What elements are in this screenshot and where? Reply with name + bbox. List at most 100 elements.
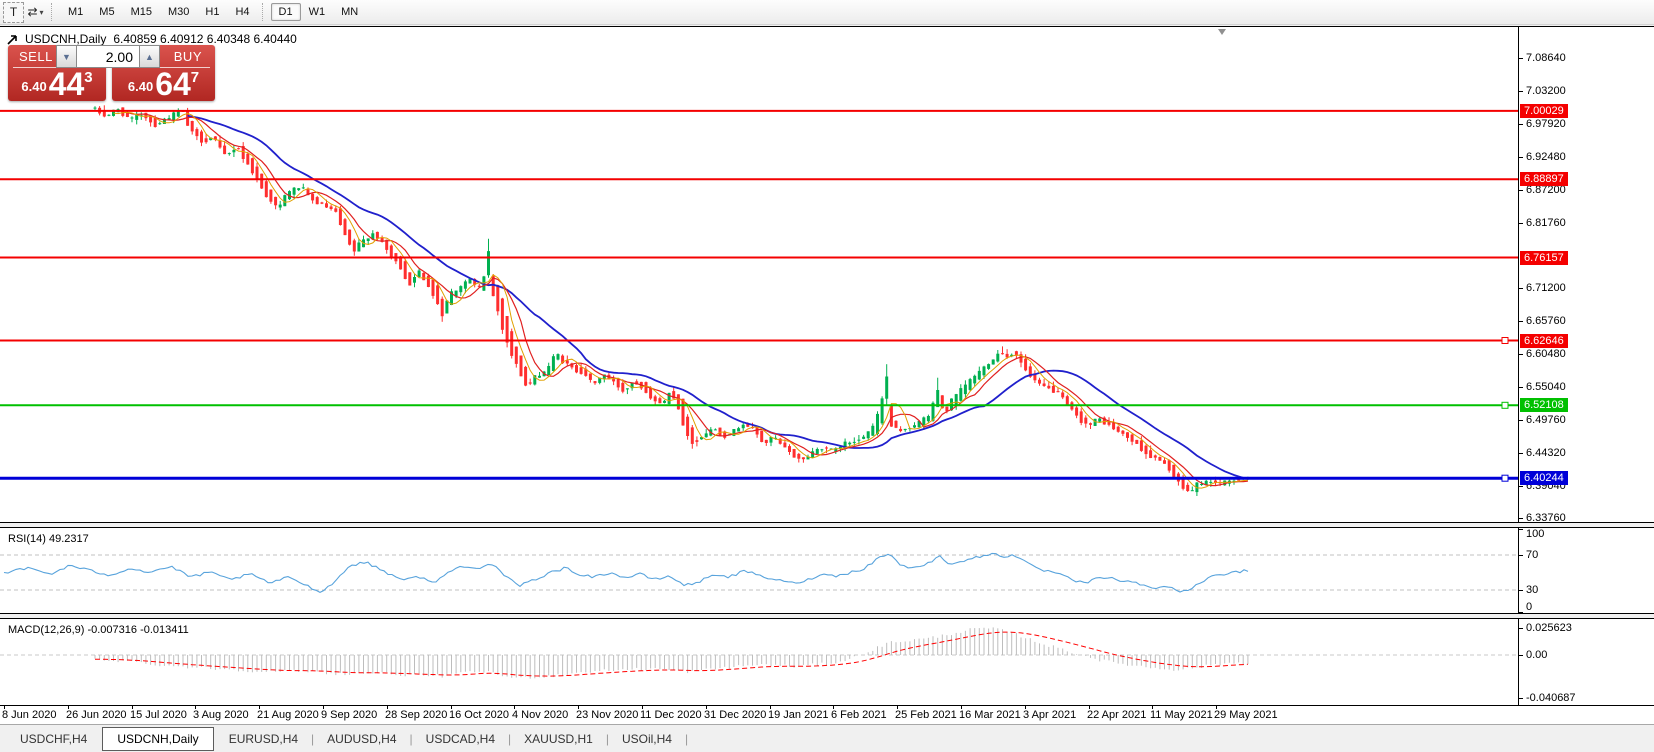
date-label: 8 Jun 2020 — [2, 709, 57, 721]
axis-tick-mark — [1519, 190, 1523, 191]
macd-axis-label: -0.040687 — [1526, 692, 1576, 704]
buy-price-sup: 7 — [190, 69, 200, 86]
volume-input[interactable]: 2.00 — [77, 45, 139, 68]
timeframe-button-h1[interactable]: H1 — [205, 6, 220, 18]
timeframe-button-m15[interactable]: M15 — [130, 6, 152, 18]
axis-tick-mark — [1519, 223, 1523, 224]
date-tick-mark — [961, 706, 962, 709]
price-level-badge: 6.40244 — [1520, 471, 1568, 485]
macd-axis[interactable]: 0.025623 0.00 -0.040687 — [1518, 619, 1654, 705]
chart-shift-marker-icon[interactable] — [1218, 29, 1226, 35]
date-label: 22 Apr 2021 — [1087, 709, 1147, 721]
tab-usoil-h4[interactable]: USOil,H4 — [621, 731, 672, 746]
date-label: 6 Feb 2021 — [831, 709, 887, 721]
one-click-trading-panel: SELL 6.40 44 3 BUY 6.40 64 7 ▼ 2.00 ▲ — [8, 45, 215, 102]
toolbar-separator — [261, 3, 267, 21]
sell-price: 6.40 44 3 — [8, 68, 106, 100]
price-axis-label: 7.03200 — [1526, 85, 1566, 97]
macd-axis-label: 0.00 — [1526, 649, 1548, 661]
axis-tick-mark — [1519, 58, 1523, 59]
tab-audusd-h4[interactable]: AUDUSD,H4 — [327, 731, 397, 746]
price-axis-label: 6.60480 — [1526, 348, 1566, 360]
axis-tick-mark — [1519, 655, 1523, 656]
buy-button[interactable]: BUY — [173, 49, 202, 64]
tab-usdcad-h4[interactable]: USDCAD,H4 — [425, 731, 496, 746]
date-label: 25 Feb 2021 — [895, 709, 957, 721]
date-tick-mark — [195, 706, 196, 709]
date-axis[interactable]: 8 Jun 2020 26 Jun 2020 15 Jul 2020 3 Aug 20… — [0, 706, 1654, 724]
tab-eurusd-h4[interactable]: EURUSD,H4 — [228, 731, 299, 746]
rsi-chart[interactable] — [0, 528, 1518, 613]
tools-dropdown-button[interactable]: ⇄ ▾ — [26, 3, 45, 22]
date-tick-mark — [4, 706, 5, 709]
date-label: 3 Apr 2021 — [1023, 709, 1077, 721]
axis-tick-mark — [1519, 555, 1523, 556]
timeframe-button-w1[interactable]: W1 — [308, 6, 326, 18]
date-label: 4 Nov 2020 — [512, 709, 569, 721]
macd-panel: MACD(12,26,9) -0.007316 -0.013411 0.0256… — [0, 618, 1654, 706]
date-label: 28 Sep 2020 — [385, 709, 448, 721]
tab-xauusd-h1[interactable]: XAUUSD,H1 — [524, 731, 593, 746]
sell-price-prefix: 6.40 — [21, 79, 47, 94]
tab-usdcnh-daily[interactable]: USDCNH,Daily — [102, 726, 214, 751]
price-level-badge: 6.52108 — [1520, 398, 1568, 412]
rsi-axis-label: 100 — [1526, 528, 1545, 540]
price-axis-label: 7.08640 — [1526, 52, 1566, 64]
date-label: 16 Mar 2021 — [959, 709, 1021, 721]
date-tick-mark — [68, 706, 69, 709]
price-axis-label: 6.44320 — [1526, 447, 1566, 459]
timeframe-button-h4[interactable]: H4 — [235, 6, 250, 18]
sell-button[interactable]: SELL — [19, 49, 53, 64]
symbol-icon — [7, 34, 17, 45]
tab-separator: | — [409, 731, 413, 746]
date-label: 9 Sep 2020 — [321, 709, 378, 721]
chart-title-ohlc: 6.40859 6.40912 6.40348 6.40440 — [113, 32, 297, 46]
axis-tick-mark — [1519, 354, 1523, 355]
date-tick-mark — [642, 706, 643, 709]
date-label: 16 Oct 2020 — [449, 709, 509, 721]
date-tick-mark — [259, 706, 260, 709]
macd-axis-label: 0.025623 — [1526, 622, 1572, 634]
axis-tick-mark — [1519, 420, 1523, 421]
chart-title-symbol: USDCNH,Daily — [25, 32, 107, 46]
axis-tick-mark — [1519, 387, 1523, 388]
axis-tick-mark — [1519, 529, 1523, 530]
rsi-axis-label: 0 — [1526, 601, 1533, 613]
axis-tick-mark — [1519, 486, 1523, 487]
tab-separator: | — [684, 731, 689, 746]
date-tick-mark — [132, 706, 133, 709]
candlestick-chart[interactable] — [0, 27, 1518, 522]
volume-decrease-button[interactable]: ▼ — [56, 45, 77, 68]
rsi-axis[interactable]: 100 70 30 0 — [1518, 528, 1654, 613]
price-axis-label: 6.49760 — [1526, 414, 1566, 426]
axis-tick-mark — [1519, 91, 1523, 92]
date-tick-mark — [451, 706, 452, 709]
price-axis[interactable]: 7.08640 7.03200 6.97920 6.92480 6.87200 6.817… — [1518, 27, 1654, 524]
timeframe-button-m1[interactable]: M1 — [68, 6, 84, 18]
chevron-down-icon: ▾ — [39, 7, 44, 17]
date-tick-mark — [770, 706, 771, 709]
timeframe-button-d1[interactable]: D1 — [270, 3, 301, 21]
toolbar-separator — [51, 3, 56, 21]
volume-spinner: ▼ 2.00 ▲ — [56, 45, 160, 68]
macd-chart[interactable] — [0, 619, 1518, 705]
tab-usdchf-h4[interactable]: USDCHF,H4 — [20, 731, 88, 746]
axis-tick-mark — [1519, 157, 1523, 158]
chevron-up-icon: ▲ — [145, 51, 154, 62]
date-label: 15 Jul 2020 — [130, 709, 187, 721]
axis-tick-mark — [1519, 453, 1523, 454]
date-label: 23 Nov 2020 — [576, 709, 639, 721]
volume-increase-button[interactable]: ▲ — [139, 45, 160, 68]
text-tool-button[interactable]: T — [3, 1, 24, 23]
axis-tick-mark — [1519, 590, 1523, 591]
date-tick-mark — [514, 706, 515, 709]
timeframe-button-mn[interactable]: MN — [341, 6, 359, 18]
chevron-down-icon: ▼ — [62, 51, 71, 62]
price-axis-label: 6.87200 — [1526, 184, 1566, 196]
timeframe-button-m5[interactable]: M5 — [99, 6, 115, 18]
axis-tick-mark — [1519, 628, 1523, 629]
date-label: 29 May 2021 — [1214, 709, 1278, 721]
rsi-axis-label: 70 — [1526, 549, 1539, 561]
timeframe-button-m30[interactable]: M30 — [167, 6, 190, 18]
date-tick-mark — [1025, 706, 1026, 709]
